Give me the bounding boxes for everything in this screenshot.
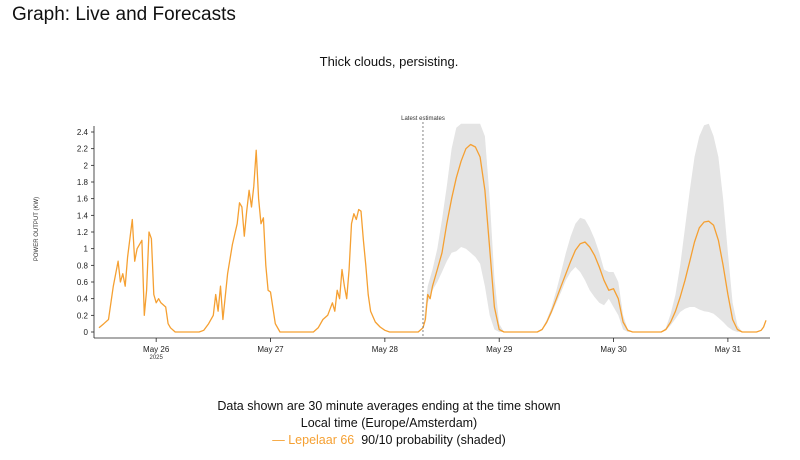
timezone-note: Local time (Europe/Amsterdam)	[300, 416, 478, 430]
latest-estimates-label: Latest estimates	[401, 116, 445, 122]
footer-note: Data shown are 30 minute averages ending…	[217, 399, 561, 413]
y-axis-label: POWER OUTPUT (KW)	[34, 197, 40, 261]
page-title: Graph: Live and Forecasts	[12, 4, 236, 25]
x-tick-label: May 31	[715, 345, 742, 354]
legend: — Lepelaar 66 90/10 probability (shaded)	[0, 433, 778, 447]
legend-band-label: 90/10 probability (shaded)	[361, 433, 506, 447]
probability-band	[423, 123, 743, 332]
x-tick-year-label: 2025	[149, 355, 163, 361]
x-tick-label: May 29	[486, 345, 513, 354]
y-tick-label: 0.6	[77, 278, 89, 287]
x-tick-label: May 28	[372, 345, 399, 354]
y-tick-label: 2.2	[77, 145, 89, 154]
y-tick-label: 1.8	[77, 178, 89, 187]
x-tick-label: May 27	[257, 345, 284, 354]
chart-title: Thick clouds, persisting.	[319, 54, 459, 69]
x-tick-label: May 26	[143, 345, 170, 354]
y-tick-label: 1.2	[77, 228, 89, 237]
legend-series-label[interactable]: — Lepelaar 66	[272, 433, 355, 447]
y-tick-label: 0.8	[77, 261, 89, 270]
series-line-lepelaar-66	[98, 143, 767, 333]
y-tick-label: 1.6	[77, 195, 89, 204]
y-tick-label: 0.4	[77, 295, 89, 304]
y-tick-label: 1	[84, 245, 89, 254]
x-tick-label: May 30	[600, 345, 627, 354]
y-tick-label: 2.4	[77, 128, 89, 137]
y-tick-label: 1.4	[77, 211, 89, 220]
y-tick-label: 0	[84, 328, 89, 337]
y-tick-label: 2	[84, 161, 89, 170]
y-tick-label: 0.2	[77, 311, 89, 320]
